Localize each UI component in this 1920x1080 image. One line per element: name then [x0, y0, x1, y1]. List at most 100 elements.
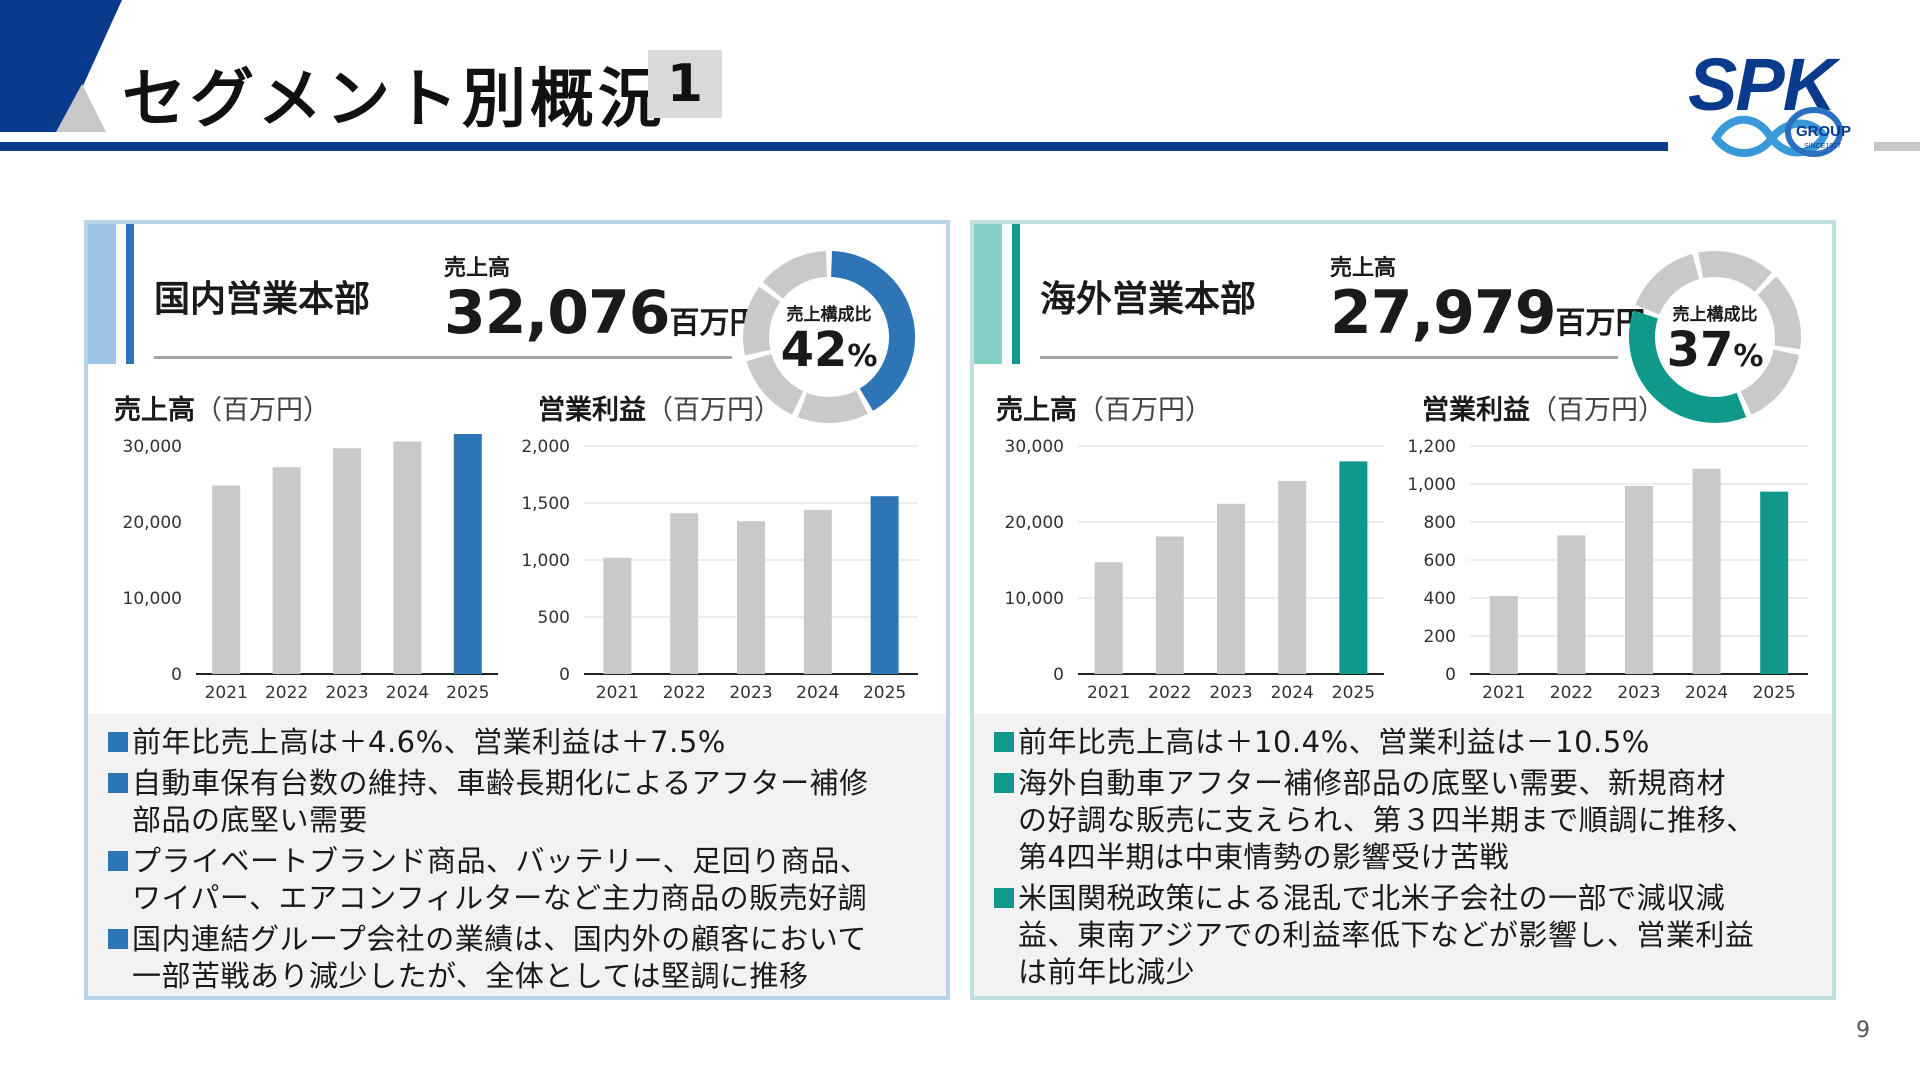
x-tick-label: 2023 — [1617, 683, 1660, 703]
notes-box: 前年比売上高は＋4.6%、営業利益は＋7.5% 自動車保有台数の維持、車齢長期化に… — [88, 714, 946, 996]
x-tick-label: 2023 — [1209, 683, 1252, 703]
share-number: 42 — [780, 322, 848, 378]
x-tick-label: 2024 — [386, 683, 429, 703]
sales-value: 27,979百万円 — [1330, 278, 1646, 348]
bar-2022 — [272, 467, 301, 674]
y-tick-label: 400 — [1424, 589, 1456, 609]
note-text: 前年比売上高は＋4.6%、営業利益は＋7.5% — [132, 725, 726, 759]
y-tick-label: 0 — [171, 665, 182, 685]
bullet-square-icon — [108, 851, 128, 871]
bullet-square-icon — [994, 773, 1014, 793]
profit-chart-title-main: 営業利益 — [538, 395, 646, 426]
share-donut-chart — [1629, 251, 1801, 423]
bar-2021 — [603, 557, 632, 674]
bullet-square-icon — [994, 732, 1014, 752]
sales-chart-title-unit: （百万円） — [1077, 395, 1212, 426]
panel-accent-bar-light — [88, 224, 116, 364]
bullet-square-icon — [108, 929, 128, 949]
other-slice — [797, 390, 868, 423]
y-tick-label: 30,000 — [1005, 437, 1064, 457]
note-item: 前年比売上高は＋10.4%、営業利益は－10.5% — [994, 724, 1832, 761]
other-slice — [1635, 254, 1700, 316]
other-slice — [762, 251, 828, 300]
sales-bar-chart: 0 10,000 20,000 30,000 2021 2022 2023 2024 2025 — [123, 434, 498, 703]
x-tick-label: 2025 — [1753, 683, 1796, 703]
y-tick-label: 500 — [538, 608, 570, 628]
page-number: 9 — [1856, 1018, 1870, 1043]
x-tick-label: 2022 — [265, 683, 308, 703]
header-rule — [0, 142, 1668, 151]
share-unit: % — [1733, 339, 1764, 374]
share-value: 37% — [1622, 322, 1808, 378]
bar-2024 — [1692, 468, 1721, 674]
profit-chart-title-unit: （百万円） — [1530, 395, 1665, 426]
company-logo: SPK GROUP SINCE1917 — [1688, 43, 1851, 157]
y-tick-label: 1,500 — [521, 494, 570, 514]
y-tick-label: 30,000 — [123, 437, 182, 457]
logo-since-text: SINCE1917 — [1804, 143, 1841, 150]
y-tick-label: 1,000 — [1407, 475, 1456, 495]
x-tick-label: 2022 — [1148, 683, 1191, 703]
y-tick-label: 1,000 — [521, 551, 570, 571]
bar-2024 — [393, 441, 422, 674]
share-donut: 売上構成比 37% — [1622, 244, 1808, 430]
other-slice — [743, 286, 781, 356]
other-slice — [1740, 349, 1800, 415]
note-item: プライベートブランド商品、バッテリー、足回り商品、 ワイパー、エアコンフィルター… — [108, 843, 946, 917]
section-number: 1 — [648, 50, 722, 118]
page-title: セグメント別概況 — [122, 63, 666, 137]
bullet-square-icon — [108, 732, 128, 752]
x-tick-label: 2021 — [1482, 683, 1525, 703]
bullet-square-icon — [994, 888, 1014, 908]
bar-2025 — [453, 434, 482, 674]
y-tick-label: 0 — [1053, 665, 1064, 685]
profit-chart-title-main: 営業利益 — [1422, 395, 1530, 426]
logo-sub-text: GROUP — [1796, 123, 1851, 140]
profit-chart-title-unit: （百万円） — [646, 395, 781, 426]
sales-number: 27,979 — [1330, 278, 1557, 348]
y-tick-label: 10,000 — [123, 589, 182, 609]
x-tick-label: 2021 — [205, 683, 248, 703]
y-tick-label: 600 — [1424, 551, 1456, 571]
x-tick-label: 2024 — [1271, 683, 1314, 703]
sales-value: 32,076百万円 — [444, 278, 760, 348]
segment-name: 国内営業本部 — [154, 279, 371, 320]
bar-2022 — [1155, 536, 1184, 674]
bar-2024 — [1278, 480, 1307, 674]
x-tick-label: 2025 — [863, 683, 906, 703]
profit-chart-title: 営業利益（百万円） — [1422, 388, 1665, 427]
x-tick-label: 2023 — [729, 683, 772, 703]
x-tick-label: 2025 — [446, 683, 489, 703]
y-tick-label: 2,000 — [521, 437, 570, 457]
share-value: 42% — [736, 322, 922, 378]
note-item: 米国関税政策による混乱で北米子会社の一部で減収減 益、東南アジアでの利益率低下な… — [994, 880, 1832, 991]
sales-chart-title-unit: （百万円） — [195, 395, 330, 426]
notes-box: 前年比売上高は＋10.4%、営業利益は－10.5% 海外自動車アフター補修部品の底… — [974, 714, 1832, 996]
profit-chart-title: 営業利益（百万円） — [538, 388, 781, 427]
header-navy-shape — [0, 0, 122, 132]
y-tick-label: 1,200 — [1407, 437, 1456, 457]
bar-2025 — [1339, 461, 1368, 674]
other-slice — [1698, 251, 1772, 293]
logo-main-text: SPK — [1688, 43, 1841, 126]
sales-bar-chart: 0 10,000 20,000 30,000 2021 2022 2023 2024 2025 — [1005, 437, 1384, 703]
bar-2021 — [212, 485, 241, 674]
profit-bar-chart: 0 500 1,000 1,500 2,000 2021 2022 2023 2024 2025 — [521, 437, 918, 703]
bar-2022 — [670, 513, 699, 674]
sales-chart-title-main: 売上高 — [114, 395, 195, 426]
note-text: 国内連結グループ会社の業績は、国内外の顧客において 一部苦戦あり減少したが、全体… — [132, 922, 867, 993]
note-text: 海外自動車アフター補修部品の底堅い需要、新規商材 の好調な販売に支えられ、第３四… — [1018, 766, 1756, 874]
y-tick-label: 20,000 — [123, 513, 182, 533]
logo-infinity-mark — [1711, 115, 1829, 157]
header-rule-accent — [1874, 142, 1920, 151]
share-donut: 売上構成比 42% — [736, 244, 922, 430]
note-text: 前年比売上高は＋10.4%、営業利益は－10.5% — [1018, 725, 1650, 759]
x-tick-label: 2021 — [596, 683, 639, 703]
x-tick-label: 2024 — [1685, 683, 1728, 703]
note-text: 米国関税政策による混乱で北米子会社の一部で減収減 益、東南アジアでの利益率低下な… — [1018, 881, 1755, 989]
share-number: 37 — [1666, 322, 1734, 378]
bar-2025 — [870, 496, 899, 674]
x-tick-label: 2022 — [663, 683, 706, 703]
y-tick-label: 0 — [559, 665, 570, 685]
note-item: 自動車保有台数の維持、車齢長期化によるアフター補修 部品の底堅い需要 — [108, 765, 946, 839]
